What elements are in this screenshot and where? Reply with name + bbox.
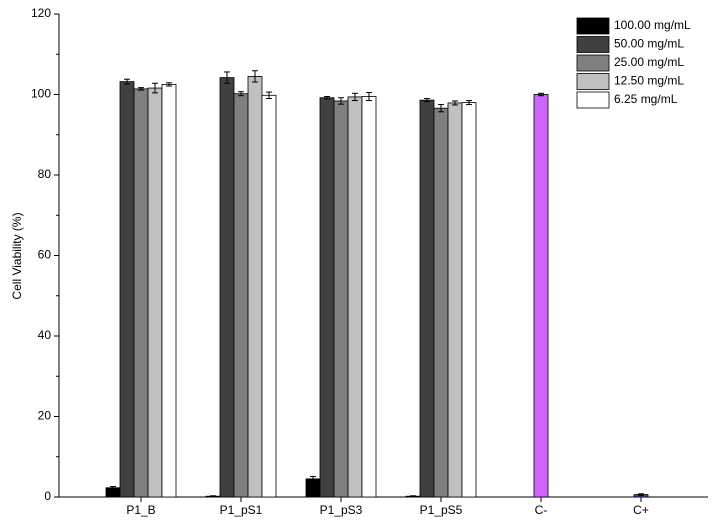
error-bar: [224, 71, 230, 84]
error-bar: [638, 493, 644, 496]
error-bar: [210, 495, 216, 498]
bar: [319, 97, 335, 498]
error-bar: [538, 92, 544, 97]
error-bar: [324, 96, 330, 100]
error-bar: [110, 486, 116, 490]
error-bar: [238, 91, 244, 97]
legend-swatch: [576, 91, 610, 109]
error-bar: [366, 91, 372, 102]
legend-label: 25.00 mg/mL: [614, 55, 684, 69]
bar: [119, 81, 135, 498]
y-tick-label: 120: [31, 6, 51, 20]
x-tick-label: P1_pS1: [220, 503, 263, 517]
error-bar: [452, 100, 458, 106]
error-bar: [166, 82, 172, 87]
legend-swatch: [576, 73, 610, 90]
legend-label: 100.00 mg/mL: [614, 18, 691, 32]
x-tick-label: P1_B: [126, 503, 155, 517]
y-tick-label: 80: [38, 167, 52, 181]
bar: [361, 96, 377, 498]
legend-label: 12.50 mg/mL: [614, 74, 684, 88]
x-tick-label: C+: [633, 503, 649, 517]
error-bar: [352, 92, 358, 102]
y-tick-label: 40: [38, 328, 52, 342]
bar: [347, 96, 363, 498]
error-bar: [138, 87, 144, 91]
y-tick-label: 0: [44, 489, 51, 503]
x-tick-label: C-: [535, 503, 548, 517]
error-bar: [266, 91, 272, 100]
bar: [333, 100, 349, 498]
bar: [419, 99, 435, 498]
legend-label: 6.25 mg/mL: [614, 92, 678, 106]
x-tick-label: P1_pS3: [320, 503, 363, 517]
y-tick-label: 100: [31, 87, 51, 101]
bar: [147, 87, 163, 498]
legend-swatch: [576, 36, 610, 53]
y-tick-label: 60: [38, 248, 52, 262]
error-bar: [152, 82, 158, 94]
error-bar: [410, 495, 416, 498]
error-bar: [466, 100, 472, 106]
legend-swatch: [576, 54, 610, 72]
bar: [133, 88, 149, 498]
bar: [433, 107, 449, 498]
bar: [233, 93, 249, 498]
bar: [161, 84, 177, 498]
bar: [261, 94, 277, 498]
y-tick-label: 20: [38, 409, 52, 423]
error-bar: [310, 475, 316, 482]
bar: [461, 102, 477, 498]
bar: [447, 102, 463, 498]
legend-swatch: [576, 17, 610, 35]
error-bar: [252, 70, 258, 83]
error-bar: [124, 78, 130, 85]
x-tick-label: P1_pS5: [420, 503, 463, 517]
bar: [219, 77, 235, 498]
error-bar: [424, 98, 430, 103]
legend-label: 50.00 mg/mL: [614, 37, 684, 51]
y-axis-label: Cell Viability (%): [10, 212, 24, 299]
error-bar: [338, 97, 344, 105]
bar: [247, 75, 263, 498]
error-bar: [438, 104, 444, 113]
bar: [533, 94, 549, 498]
